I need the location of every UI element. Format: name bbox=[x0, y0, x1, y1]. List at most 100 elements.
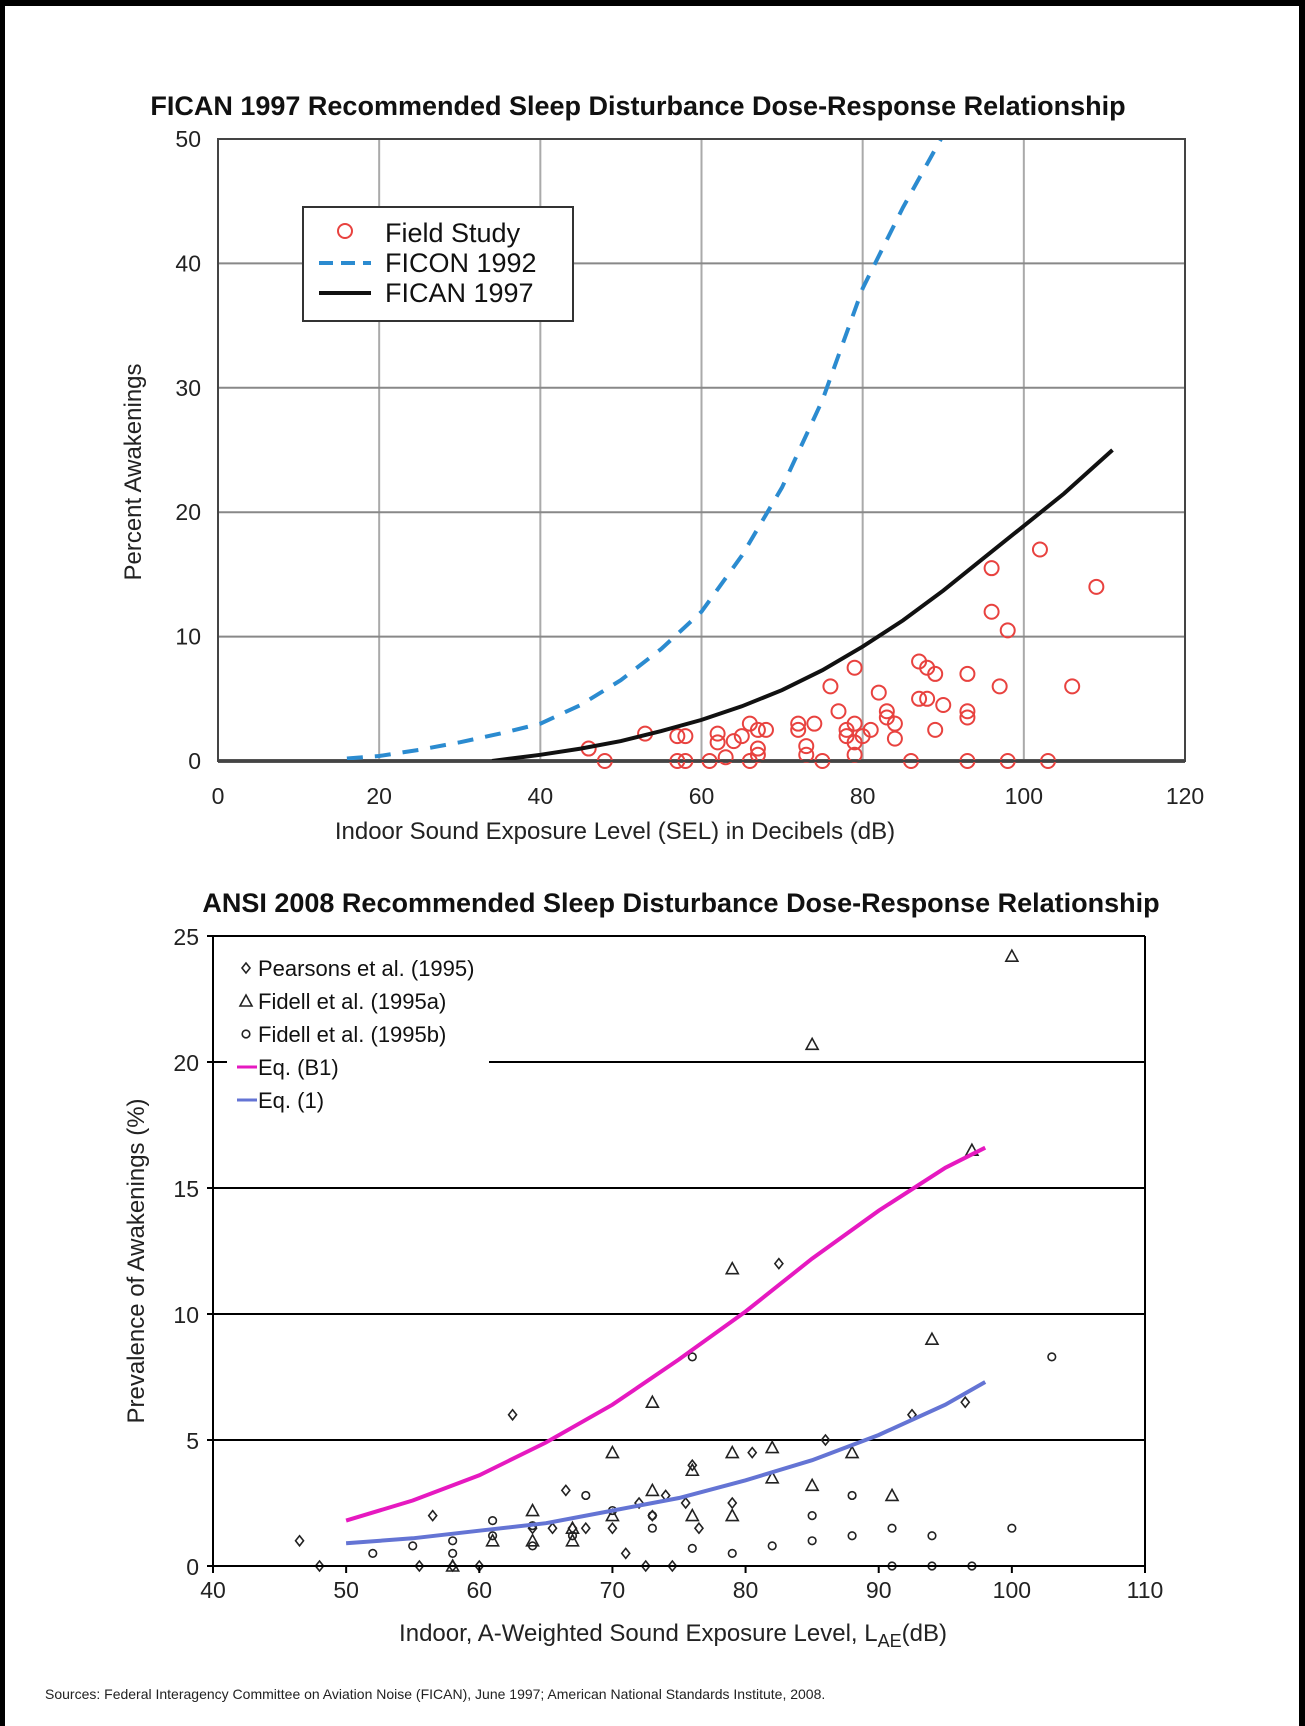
fidell-et-al-1995a-point bbox=[525, 1533, 540, 1547]
legend-fidell-et-al-1995b-label: Fidell et al. (1995b) bbox=[258, 1022, 446, 1047]
fican-x-tick-label: 100 bbox=[1005, 783, 1043, 809]
eq-1-line bbox=[345, 1380, 987, 1546]
fidell-et-al-1995b-point bbox=[807, 1510, 817, 1521]
fidell-et-al-1995a-point bbox=[605, 1507, 620, 1522]
figure-canvas: FICAN 1997 Recommended Sleep Disturbance… bbox=[120, 91, 1204, 1651]
legend-fidell-et-al-1995b-marker bbox=[241, 1029, 251, 1039]
fidell-et-al-1995a-point bbox=[684, 1507, 700, 1522]
ansi-x-tick-label: 40 bbox=[200, 1577, 226, 1603]
fidell-et-al-1995b-point bbox=[887, 1523, 897, 1533]
pearsons-et-al-1995-point bbox=[820, 1433, 831, 1447]
pearsons-et-al-1995-point bbox=[747, 1446, 758, 1459]
eq-b1-line bbox=[345, 1145, 987, 1523]
fidell-et-al-1995b-point bbox=[687, 1543, 697, 1553]
pearsons-et-al-1995-point bbox=[414, 1559, 425, 1573]
ansi-y-tick-label: 20 bbox=[173, 1050, 199, 1076]
fican-y-tick-label: 0 bbox=[188, 748, 201, 774]
field-study-point bbox=[911, 690, 928, 707]
field-study-point bbox=[798, 738, 815, 755]
fidell-et-al-1995a-point bbox=[724, 1444, 740, 1459]
fidell-et-al-1995a-point bbox=[724, 1507, 740, 1522]
field-study-point bbox=[790, 715, 807, 732]
field-study-point bbox=[790, 721, 807, 738]
fican-tick-labels: 0 20 40 60 80 100 120 0 10 20 30 40 50 bbox=[175, 126, 1204, 809]
fidell-et-al-1995b-point bbox=[647, 1523, 657, 1533]
fican-y-axis-label: Percent Awakenings bbox=[120, 363, 147, 580]
field-study-point bbox=[927, 721, 944, 738]
fican-chart: FICAN 1997 Recommended Sleep Disturbance… bbox=[120, 91, 1204, 845]
field-study-point bbox=[830, 703, 847, 720]
ansi-legend-background bbox=[227, 944, 489, 1129]
fidell-et-al-1995b-point bbox=[368, 1548, 378, 1558]
ficon-1992-line bbox=[346, 139, 944, 761]
field-study-point bbox=[1031, 541, 1048, 558]
fican-chart-title: FICAN 1997 Recommended Sleep Disturbance… bbox=[150, 91, 1125, 121]
field-study-point bbox=[757, 721, 774, 738]
pearsons-et-al-1995-point bbox=[640, 1559, 651, 1573]
field-study-point bbox=[733, 728, 750, 745]
fican-series-layer bbox=[346, 139, 1114, 769]
ansi-x-axis-label: Indoor, A-Weighted Sound Exposure Level,… bbox=[399, 1620, 947, 1651]
pearsons-et-al-1995-point bbox=[607, 1521, 618, 1535]
fidell-et-al-1995b-point bbox=[581, 1490, 591, 1501]
fidell-et-al-1995a-point bbox=[764, 1439, 780, 1454]
ansi-x-tick-label: 100 bbox=[993, 1577, 1031, 1603]
fidell-et-al-1995b-point bbox=[488, 1516, 498, 1526]
ansi-chart: ANSI 2008 Recommended Sleep Disturbance … bbox=[123, 888, 1163, 1651]
pearsons-et-al-1995-point bbox=[693, 1521, 704, 1535]
field-study-point bbox=[927, 665, 944, 682]
field-study-point bbox=[983, 603, 1000, 620]
field-study-point bbox=[878, 703, 895, 720]
ansi-series-layer bbox=[294, 948, 1057, 1573]
field-study-point bbox=[886, 730, 903, 747]
ansi-legend: Pearsons et al. (1995) Fidell et al. (199… bbox=[227, 944, 489, 1129]
field-study-point bbox=[846, 659, 863, 676]
ansi-axes bbox=[207, 935, 1146, 1573]
pearsons-et-al-1995-point bbox=[680, 1496, 691, 1510]
fidell-et-al-1995a-point bbox=[804, 1036, 820, 1051]
fican-y-tick-label: 30 bbox=[175, 375, 201, 401]
field-study-point bbox=[725, 733, 742, 750]
ansi-x-tick-label: 60 bbox=[466, 1577, 492, 1603]
fidell-et-al-1995b-point bbox=[448, 1548, 458, 1558]
fidell-et-al-1995a-point bbox=[485, 1533, 500, 1547]
fidell-et-al-1995b-point bbox=[567, 1531, 578, 1541]
field-study-point bbox=[862, 721, 879, 738]
pearsons-et-al-1995-point bbox=[727, 1496, 738, 1510]
fidell-et-al-1995b-point bbox=[1007, 1523, 1017, 1533]
fican-x-tick-label: 120 bbox=[1166, 783, 1204, 809]
ansi-y-tick-label: 10 bbox=[173, 1302, 199, 1328]
legend-field-study-label: Field Study bbox=[385, 218, 521, 248]
fidell-et-al-1995b-point bbox=[847, 1531, 857, 1541]
pearsons-et-al-1995-point bbox=[960, 1395, 971, 1409]
fidell-et-al-1995a-point bbox=[565, 1533, 580, 1547]
source-note: Sources: Federal Interagency Committee o… bbox=[45, 1686, 826, 1702]
field-study-point bbox=[1088, 578, 1105, 595]
fidell-et-al-1995b-point bbox=[927, 1531, 937, 1541]
ansi-x-tick-label: 70 bbox=[600, 1577, 626, 1603]
pearsons-et-al-1995-point bbox=[687, 1458, 698, 1472]
field-study-point bbox=[935, 697, 952, 714]
fican-x-axis-label: Indoor Sound Exposure Level (SEL) in Dec… bbox=[335, 818, 895, 845]
ansi-x-tick-label: 80 bbox=[733, 1577, 759, 1603]
legend-fican-1997-label: FICAN 1997 bbox=[385, 278, 534, 308]
fidell-et-al-1995a-point bbox=[884, 1487, 900, 1502]
pearsons-et-al-1995-point bbox=[620, 1547, 631, 1560]
fidell-et-al-1995a-point bbox=[804, 1477, 820, 1492]
field-study-point bbox=[822, 678, 839, 695]
fidell-et-al-1995b-point bbox=[1047, 1352, 1057, 1362]
legend-pearsons-et-al-1995-label: Pearsons et al. (1995) bbox=[258, 956, 474, 981]
fidell-et-al-1995b-point bbox=[408, 1541, 418, 1551]
field-study-point bbox=[983, 560, 1000, 577]
fidell-et-al-1995a-point bbox=[924, 1331, 940, 1345]
fidell-et-al-1995b-point bbox=[687, 1352, 697, 1362]
field-study-point bbox=[749, 721, 766, 738]
field-study-point bbox=[717, 749, 734, 766]
field-study-point bbox=[919, 690, 936, 707]
fidell-et-al-1995b-point bbox=[727, 1548, 737, 1558]
fidell-et-al-1995a-point bbox=[645, 1482, 660, 1497]
fidell-et-al-1995a-point bbox=[844, 1444, 860, 1459]
field-study-point bbox=[677, 728, 694, 745]
fidell-et-al-1995b-point bbox=[807, 1536, 817, 1546]
